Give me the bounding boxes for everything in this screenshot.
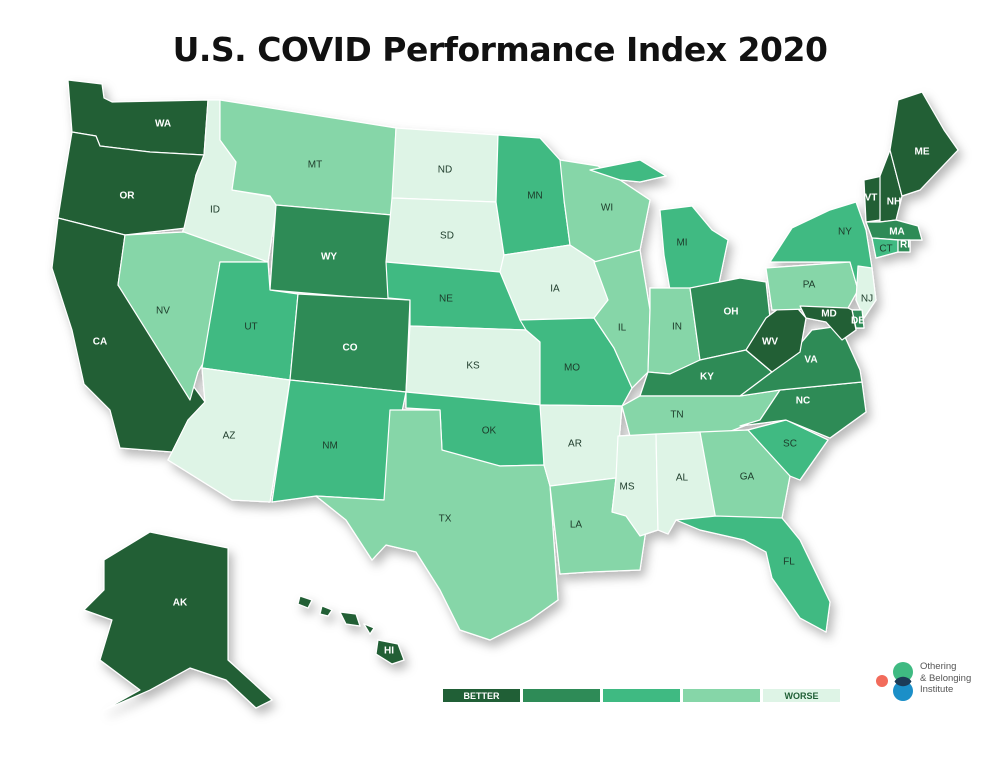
state-label-ga: GA bbox=[740, 472, 755, 483]
state-label-ri: RI bbox=[900, 240, 910, 251]
state-label-id: ID bbox=[210, 205, 220, 216]
state-label-ks: KS bbox=[466, 361, 480, 372]
state-me bbox=[889, 91, 959, 197]
legend-swatch-3 bbox=[603, 689, 680, 702]
state-mi bbox=[589, 159, 729, 291]
state-label-tn: TN bbox=[670, 410, 683, 421]
state-label-ct: CT bbox=[879, 244, 892, 255]
state-label-la: LA bbox=[570, 520, 583, 531]
legend-label-worse: WORSE bbox=[784, 690, 819, 701]
state-label-sd: SD bbox=[440, 231, 454, 242]
state-label-oh: OH bbox=[724, 307, 739, 318]
state-label-nv: NV bbox=[156, 306, 170, 317]
state-label-az: AZ bbox=[223, 431, 236, 442]
state-label-ok: OK bbox=[482, 426, 497, 437]
state-label-nj: NJ bbox=[861, 294, 873, 305]
state-label-sc: SC bbox=[783, 439, 797, 450]
state-label-ut: UT bbox=[244, 322, 257, 333]
state-label-nc: NC bbox=[796, 396, 810, 407]
state-label-or: OR bbox=[120, 191, 136, 202]
state-label-nh: NH bbox=[887, 197, 901, 208]
state-label-ar: AR bbox=[568, 439, 582, 450]
institute-name: Othering & Belonging Institute bbox=[920, 661, 972, 695]
state-label-nd: ND bbox=[438, 165, 452, 176]
state-il bbox=[593, 249, 651, 389]
state-label-me: ME bbox=[915, 147, 930, 158]
state-ri bbox=[897, 239, 911, 253]
state-md bbox=[799, 305, 857, 341]
state-label-ia: IA bbox=[550, 284, 560, 295]
legend: BETTER WORSE bbox=[443, 689, 840, 702]
state-label-fl: FL bbox=[783, 557, 795, 568]
state-hi bbox=[297, 595, 405, 665]
state-label-ma: MA bbox=[889, 227, 905, 238]
state-ny bbox=[769, 201, 873, 291]
state-label-nm: NM bbox=[322, 441, 338, 452]
state-label-in: IN bbox=[672, 322, 682, 333]
institute-logo-icon bbox=[876, 662, 913, 701]
state-label-wy: WY bbox=[321, 252, 337, 263]
state-label-il: IL bbox=[618, 323, 627, 334]
state-label-mo: MO bbox=[564, 363, 580, 374]
state-label-va: VA bbox=[804, 355, 817, 366]
state-label-al: AL bbox=[676, 473, 689, 484]
state-sc bbox=[747, 419, 829, 481]
state-ak bbox=[83, 531, 273, 711]
state-label-tx: TX bbox=[439, 514, 452, 525]
state-label-ny: NY bbox=[838, 227, 852, 238]
state-label-mi: MI bbox=[676, 238, 687, 249]
state-label-vt: VT bbox=[865, 193, 878, 204]
state-fl bbox=[675, 515, 831, 633]
state-label-ak: AK bbox=[173, 598, 188, 609]
state-pa bbox=[765, 261, 859, 311]
legend-swatch-4 bbox=[683, 689, 760, 702]
legend-label-better: BETTER bbox=[463, 690, 500, 701]
state-ga bbox=[699, 429, 791, 521]
state-nc bbox=[739, 381, 867, 439]
map-title: U.S. COVID Performance Index 2020 bbox=[172, 30, 828, 69]
state-label-co: CO bbox=[343, 343, 358, 354]
state-nh bbox=[879, 149, 903, 223]
state-label-pa: PA bbox=[803, 280, 816, 291]
legend-swatch-2 bbox=[523, 689, 600, 702]
state-label-ky: KY bbox=[700, 372, 714, 383]
state-label-de: DE bbox=[851, 316, 865, 327]
legend-swatch-5: WORSE bbox=[763, 689, 840, 702]
state-nj bbox=[855, 265, 877, 319]
state-label-md: MD bbox=[821, 309, 837, 320]
state-label-ms: MS bbox=[620, 482, 635, 493]
state-label-ne: NE bbox=[439, 294, 453, 305]
state-label-ca: CA bbox=[93, 337, 107, 348]
state-label-wi: WI bbox=[601, 203, 613, 214]
state-label-hi: HI bbox=[384, 646, 394, 657]
state-label-mn: MN bbox=[527, 191, 543, 202]
legend-swatch-1: BETTER bbox=[443, 689, 520, 702]
state-tx bbox=[315, 409, 559, 641]
state-label-mt: MT bbox=[308, 160, 322, 171]
state-label-wa: WA bbox=[155, 119, 171, 130]
state-label-wv: WV bbox=[762, 337, 778, 348]
